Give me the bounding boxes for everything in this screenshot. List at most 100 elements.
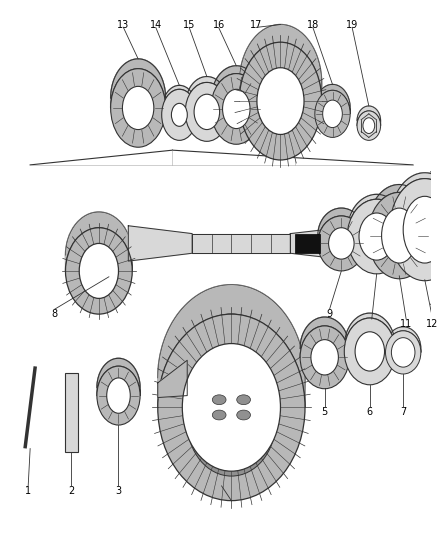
Ellipse shape — [357, 111, 381, 140]
Polygon shape — [347, 195, 406, 237]
Polygon shape — [355, 327, 385, 351]
Ellipse shape — [223, 82, 250, 120]
Ellipse shape — [403, 190, 438, 257]
Ellipse shape — [162, 90, 197, 140]
Ellipse shape — [107, 378, 130, 413]
Ellipse shape — [318, 216, 365, 271]
Ellipse shape — [368, 192, 431, 279]
Text: 4: 4 — [219, 486, 225, 496]
Polygon shape — [311, 331, 339, 357]
Ellipse shape — [79, 244, 119, 298]
Polygon shape — [323, 94, 343, 114]
Text: 14: 14 — [150, 20, 162, 30]
Polygon shape — [223, 82, 250, 109]
Polygon shape — [381, 200, 417, 236]
Ellipse shape — [328, 228, 354, 259]
Ellipse shape — [237, 395, 251, 405]
Ellipse shape — [355, 332, 385, 371]
Ellipse shape — [363, 118, 375, 133]
Ellipse shape — [182, 314, 280, 442]
Ellipse shape — [66, 212, 132, 298]
Ellipse shape — [223, 90, 250, 128]
Polygon shape — [158, 285, 305, 407]
Polygon shape — [97, 358, 140, 395]
Ellipse shape — [363, 113, 375, 128]
Ellipse shape — [162, 85, 197, 136]
Ellipse shape — [344, 313, 396, 380]
Polygon shape — [187, 353, 276, 422]
Ellipse shape — [107, 370, 130, 406]
Polygon shape — [290, 230, 325, 257]
Ellipse shape — [212, 395, 226, 405]
Ellipse shape — [187, 353, 276, 462]
Ellipse shape — [357, 106, 381, 135]
Ellipse shape — [79, 228, 119, 282]
Text: 19: 19 — [346, 20, 358, 30]
Ellipse shape — [385, 327, 421, 370]
Ellipse shape — [237, 410, 251, 420]
Ellipse shape — [300, 317, 349, 380]
Text: 9: 9 — [326, 309, 332, 319]
Polygon shape — [158, 360, 187, 398]
Ellipse shape — [315, 90, 350, 138]
Ellipse shape — [385, 331, 421, 374]
Ellipse shape — [344, 318, 396, 385]
Polygon shape — [123, 77, 154, 108]
Ellipse shape — [194, 94, 219, 130]
Polygon shape — [328, 220, 354, 244]
Text: 3: 3 — [116, 486, 122, 496]
Ellipse shape — [158, 314, 305, 500]
Ellipse shape — [318, 208, 365, 263]
Polygon shape — [171, 100, 187, 115]
Polygon shape — [344, 313, 396, 351]
Ellipse shape — [185, 83, 229, 141]
Ellipse shape — [300, 326, 349, 389]
Ellipse shape — [368, 184, 431, 271]
Text: 10: 10 — [366, 319, 378, 329]
Ellipse shape — [171, 103, 187, 126]
Text: 5: 5 — [321, 407, 328, 417]
Text: 13: 13 — [117, 20, 130, 30]
Ellipse shape — [347, 195, 406, 269]
Polygon shape — [111, 59, 166, 108]
Ellipse shape — [239, 25, 321, 142]
Polygon shape — [357, 106, 381, 126]
Ellipse shape — [315, 84, 350, 132]
Text: 18: 18 — [307, 20, 319, 30]
Polygon shape — [385, 327, 421, 352]
Text: 2: 2 — [68, 486, 74, 496]
Polygon shape — [318, 208, 365, 244]
Text: 8: 8 — [52, 309, 58, 319]
Ellipse shape — [123, 86, 154, 130]
Polygon shape — [128, 226, 192, 261]
Ellipse shape — [97, 358, 140, 417]
Polygon shape — [107, 370, 130, 395]
Ellipse shape — [204, 387, 259, 457]
Ellipse shape — [194, 88, 219, 124]
Ellipse shape — [381, 208, 417, 263]
Ellipse shape — [389, 179, 438, 281]
Text: 12: 12 — [427, 319, 438, 329]
Polygon shape — [392, 334, 415, 352]
Polygon shape — [368, 184, 431, 236]
Ellipse shape — [123, 77, 154, 120]
Polygon shape — [185, 77, 229, 112]
Polygon shape — [300, 317, 349, 357]
Bar — [64, 373, 78, 451]
Ellipse shape — [158, 285, 305, 471]
Ellipse shape — [239, 42, 321, 160]
Polygon shape — [66, 212, 132, 271]
Text: 6: 6 — [367, 407, 373, 417]
Ellipse shape — [66, 228, 132, 314]
Polygon shape — [239, 25, 321, 101]
Polygon shape — [162, 85, 197, 115]
Text: 16: 16 — [212, 20, 225, 30]
Text: 15: 15 — [183, 20, 195, 30]
Ellipse shape — [257, 68, 304, 134]
Ellipse shape — [212, 410, 226, 420]
Text: 7: 7 — [400, 407, 406, 417]
Ellipse shape — [311, 340, 339, 375]
Ellipse shape — [392, 334, 415, 363]
Polygon shape — [211, 66, 262, 109]
Polygon shape — [389, 173, 438, 230]
